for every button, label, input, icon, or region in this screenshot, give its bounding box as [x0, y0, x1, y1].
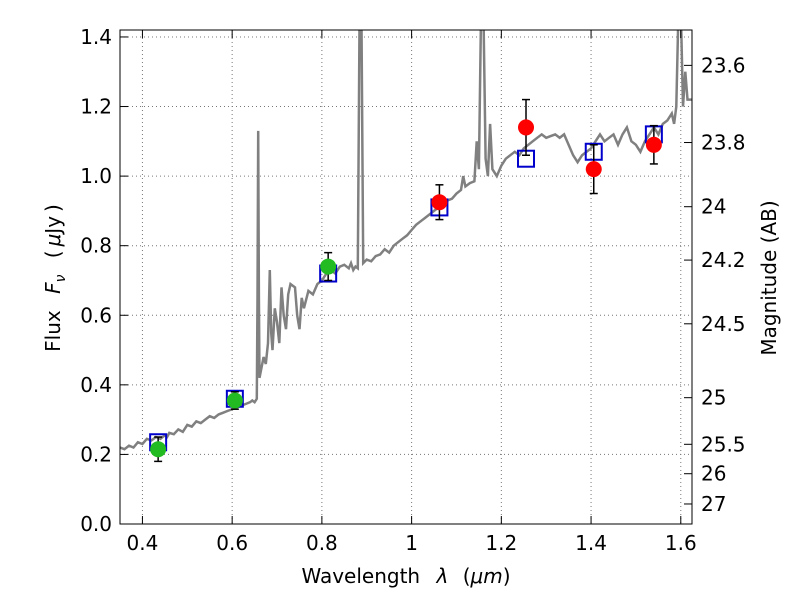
right-axis-ticks: 23.6 23.8 24 24.2 24.5 25 25.5 26 27: [684, 53, 746, 516]
x-tick-label: 0.4: [127, 531, 159, 555]
right-tick-label: 24.5: [701, 312, 746, 336]
right-tick-label: 26: [701, 462, 726, 486]
y-tick-label: 0.6: [80, 303, 112, 327]
x-tick-label: 1: [405, 531, 418, 555]
observed-photometry-points: [150, 98, 662, 463]
optical-point: [226, 392, 243, 409]
right-tick-label: 23.6: [701, 53, 746, 77]
grid-lines: [120, 30, 692, 525]
right-tick-label: 24.2: [701, 248, 746, 272]
y-tick-label: 0.8: [80, 234, 112, 258]
right-tick-label: 25: [701, 386, 726, 410]
right-tick-label: 24: [701, 195, 726, 219]
y-axis-label: Flux Fν (μJy): [41, 204, 70, 352]
optical-point: [320, 258, 337, 275]
right-tick-label: 27: [701, 492, 726, 516]
x-tick-label: 0.8: [306, 531, 338, 555]
x-axis-label: Wavelength λ (μm): [301, 564, 510, 588]
model-spectrum-line: [120, 30, 692, 451]
y-tick-label: 0.0: [80, 512, 112, 536]
nir-point: [518, 119, 535, 136]
x-axis-ticks: 0.4 0.6 0.8 1 1.2 1.4 1.6: [127, 30, 697, 555]
x-tick-label: 1.4: [575, 531, 607, 555]
model-spectrum-group: [120, 30, 692, 451]
y-axis-ticks: 0.0 0.2 0.4 0.6 0.8 1.0 1.2 1.4: [80, 25, 128, 536]
model-photometry-boxes: [149, 125, 663, 452]
y-tick-label: 1.0: [80, 164, 112, 188]
y-tick-label: 0.4: [80, 373, 112, 397]
nir-point: [431, 194, 448, 211]
optical-point: [150, 441, 167, 458]
y-tick-label: 1.2: [80, 95, 112, 119]
x-tick-label: 0.6: [216, 531, 248, 555]
right-axis-label: Magnitude (AB): [757, 200, 781, 355]
nir-point: [645, 136, 662, 153]
y-tick-label: 1.4: [80, 25, 112, 49]
nir-point: [585, 161, 602, 178]
y-tick-label: 0.2: [80, 442, 112, 466]
x-tick-label: 1.6: [665, 531, 697, 555]
right-tick-label: 23.8: [701, 131, 746, 155]
plot-frame: [119, 29, 693, 525]
right-tick-label: 25.5: [701, 432, 746, 456]
x-tick-label: 1.2: [485, 531, 517, 555]
